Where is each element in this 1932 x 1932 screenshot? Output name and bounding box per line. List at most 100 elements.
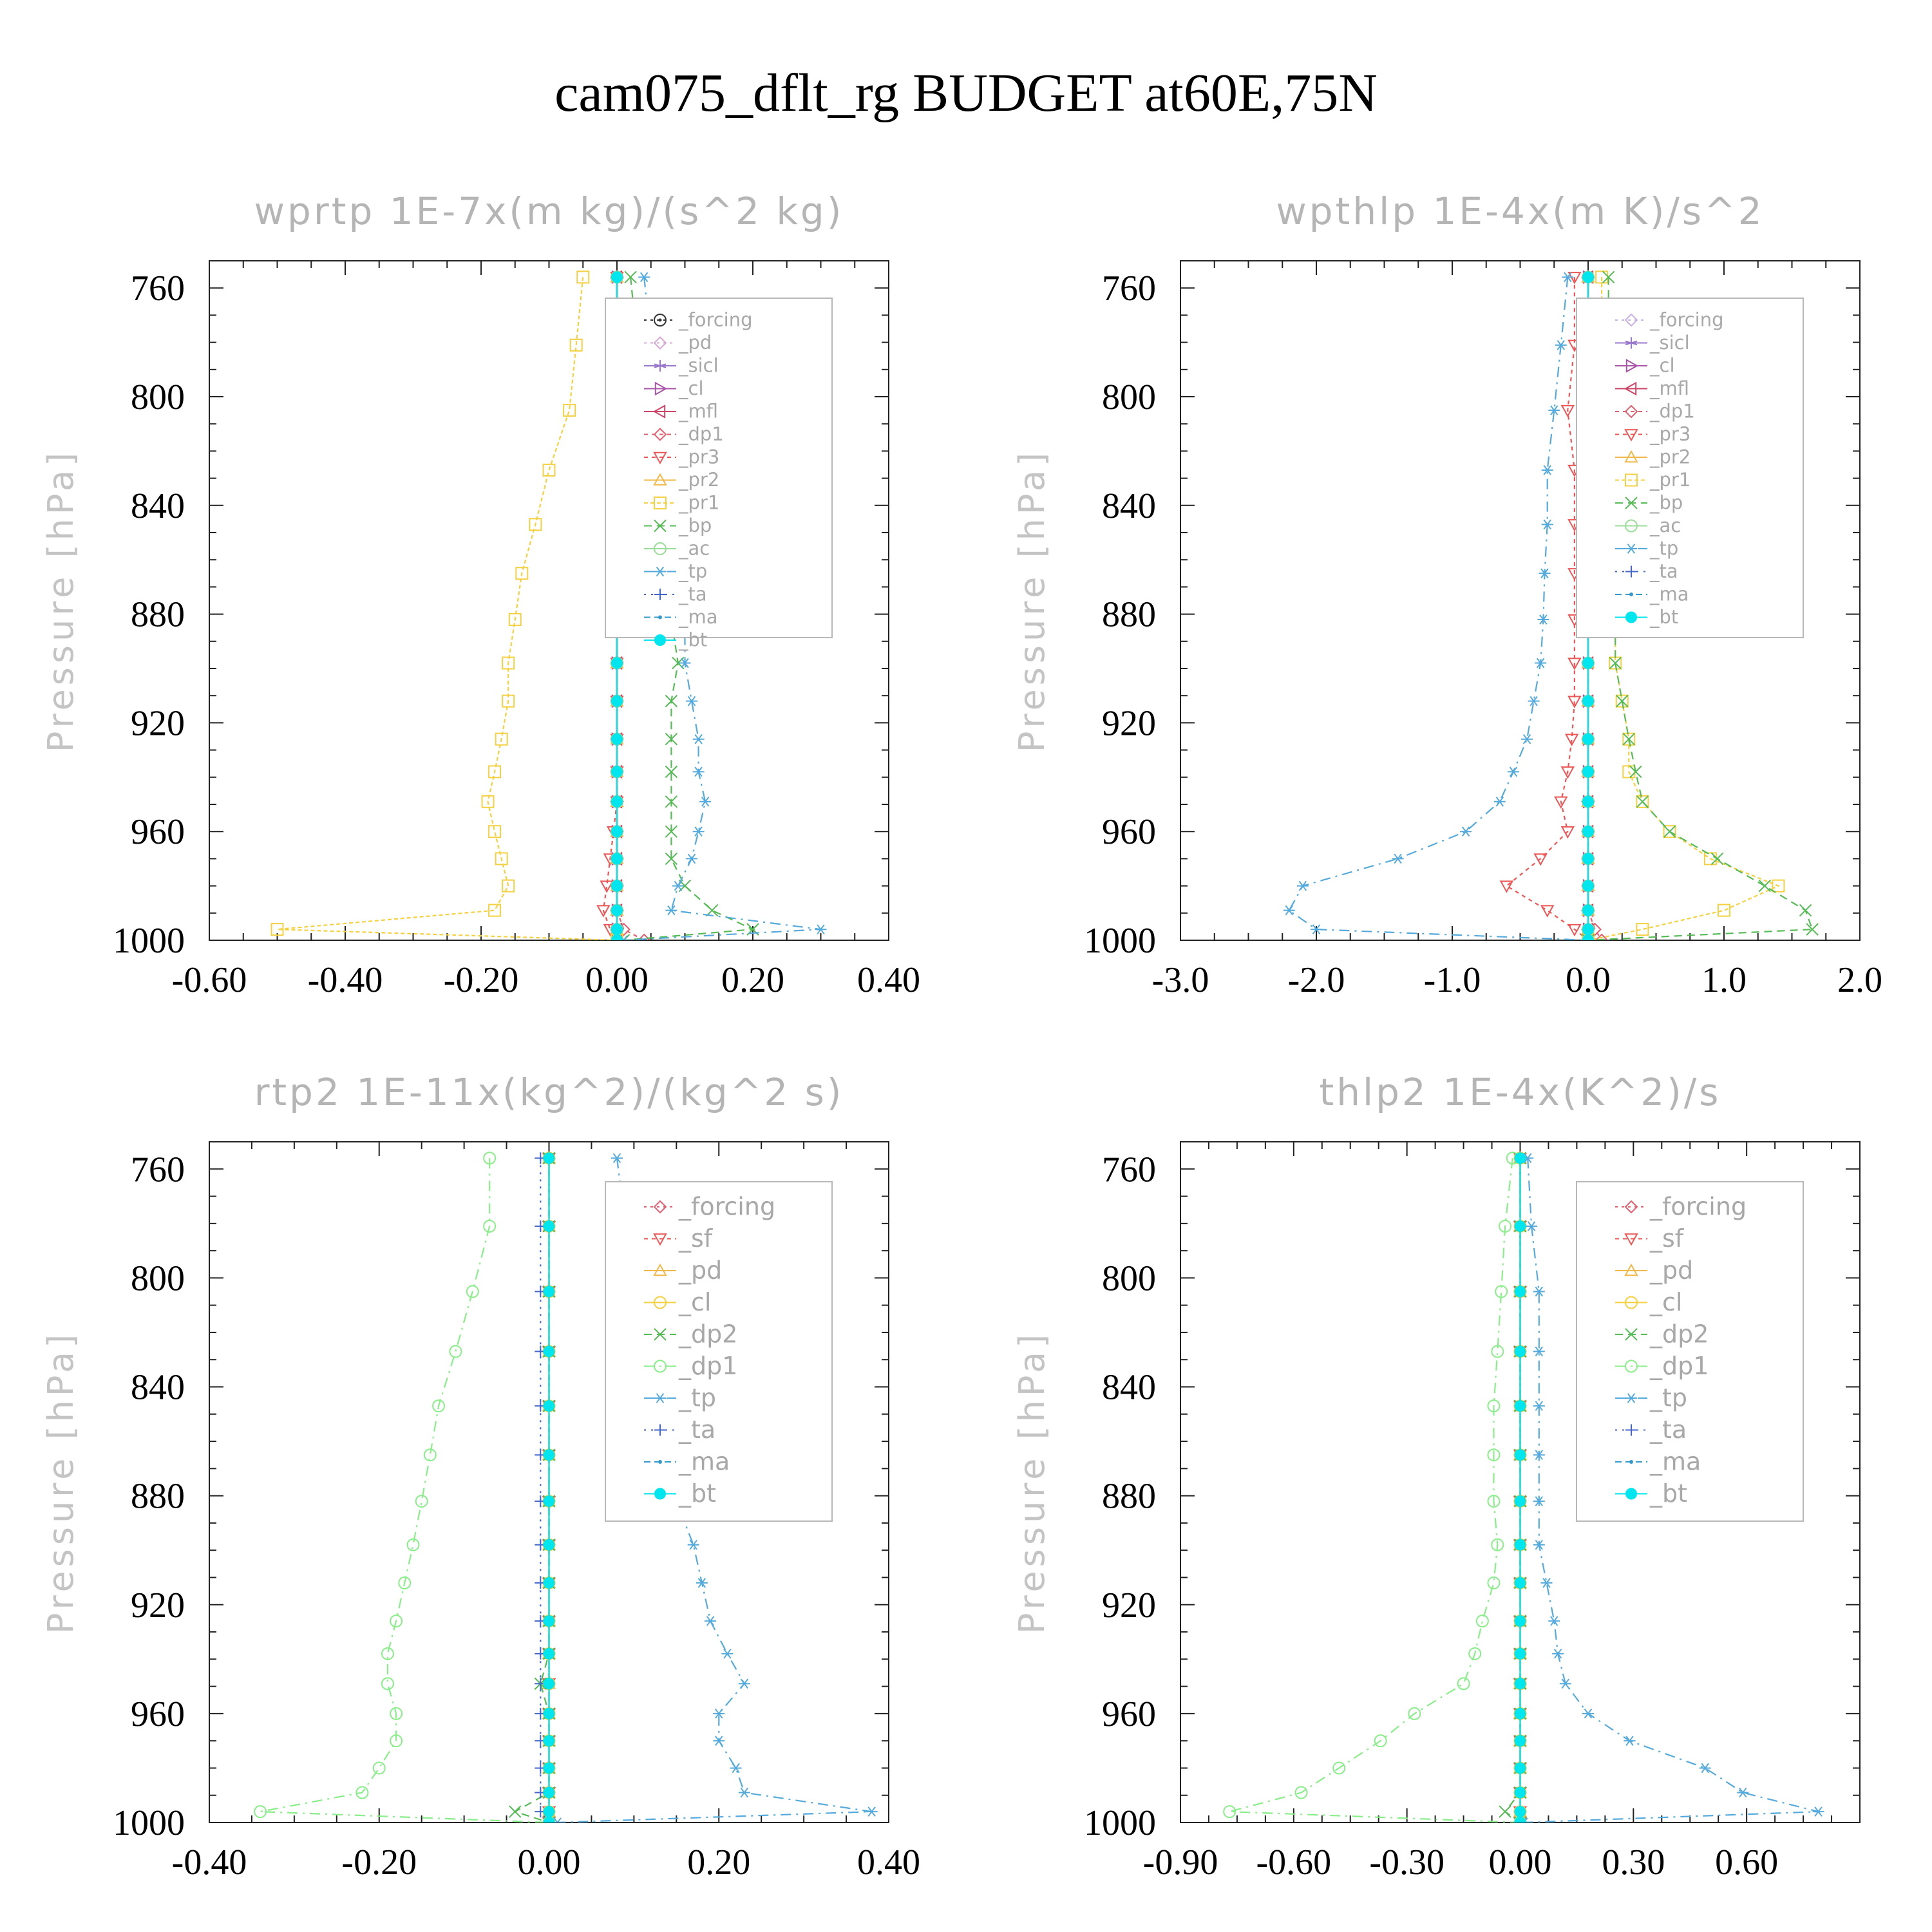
- data-point: [508, 613, 522, 627]
- data-point: [1622, 732, 1636, 746]
- data-point: [713, 1736, 725, 1746]
- data-point: [1636, 923, 1649, 936]
- data-point: [529, 518, 542, 531]
- data-point: [1499, 1220, 1512, 1233]
- data-point: [1615, 694, 1629, 708]
- series-line: [1504, 1158, 1521, 1823]
- legend-marker: [654, 1359, 667, 1373]
- legend-label: _pd: [1649, 1256, 1693, 1285]
- legend-marker: [1625, 359, 1639, 373]
- legend-item: _ta: [644, 1416, 715, 1444]
- legend-marker: [653, 1200, 667, 1214]
- legend-item: _sf: [1615, 1224, 1685, 1253]
- legend-marker: [654, 1296, 667, 1309]
- legend-item: _ta: [1615, 560, 1678, 582]
- data-point: [1582, 271, 1594, 283]
- x-tick-label: -0.40: [308, 960, 383, 1000]
- data-point: [1555, 340, 1567, 350]
- legend-item: _pr1: [644, 492, 719, 514]
- y-tick-label: 800: [131, 1258, 185, 1298]
- legend-label: _pd: [678, 1256, 722, 1285]
- x-tick-label: -0.20: [444, 960, 519, 1000]
- data-point: [1567, 696, 1582, 708]
- y-tick-label: 880: [131, 595, 185, 635]
- data-point: [543, 1735, 555, 1747]
- data-point: [543, 1345, 555, 1358]
- data-point: [1514, 1678, 1526, 1690]
- data-point: [1487, 1448, 1501, 1462]
- data-point: [1582, 1709, 1594, 1719]
- data-point: [1514, 1707, 1526, 1719]
- data-point: [1718, 904, 1730, 917]
- data-point: [551, 1817, 564, 1823]
- data-point: [502, 879, 515, 893]
- data-point: [1514, 1647, 1526, 1660]
- y-tick-label: 880: [1102, 1477, 1156, 1517]
- data-point: [730, 1763, 742, 1774]
- legend-item: _pd: [1615, 1256, 1693, 1285]
- legend-item: _forcing: [644, 1193, 775, 1221]
- legend-item: _ma: [644, 1448, 730, 1476]
- legend-label: _pr1: [1649, 469, 1690, 491]
- legend-item: _cl: [644, 1288, 711, 1316]
- data-point: [705, 904, 719, 917]
- data-point: [543, 1285, 555, 1298]
- data-point: [466, 1285, 479, 1298]
- data-point: [1541, 465, 1553, 475]
- legend-item: _mfl: [644, 401, 718, 422]
- data-point: [1499, 1805, 1511, 1818]
- legend-marker: [654, 497, 667, 509]
- legend-item: _ma: [644, 606, 718, 628]
- legend-label: _dp2: [1649, 1320, 1709, 1349]
- legend-item: _cl: [1615, 355, 1675, 377]
- legend-label: _ma: [1649, 1448, 1701, 1476]
- data-point: [696, 1578, 708, 1588]
- data-point: [1392, 853, 1404, 864]
- legend-label: _pd: [678, 332, 712, 354]
- y-tick-label: 960: [1102, 1694, 1156, 1734]
- legend-label: _ta: [1649, 560, 1678, 582]
- data-point: [1541, 519, 1553, 530]
- y-tick-label: 880: [1102, 595, 1156, 635]
- data-point: [1526, 1221, 1538, 1231]
- data-point: [1408, 1707, 1421, 1720]
- data-point: [611, 795, 623, 808]
- panel-title: thlp2 1E-4x(K^2)/s: [1319, 1070, 1721, 1114]
- data-point: [1582, 880, 1594, 892]
- legend-item: _cl: [644, 377, 704, 399]
- panel-thlp2: thlp2 1E-4x(K^2)/s Pressure [hPa] 760 800 84…: [1012, 1070, 1861, 1882]
- legend-marker: [1625, 1328, 1638, 1341]
- legend-marker: [653, 451, 667, 465]
- series-dp1: [254, 1151, 556, 1823]
- legend-label: _dp2: [678, 1320, 737, 1349]
- data-point: [432, 1399, 446, 1413]
- series-line: [260, 1158, 549, 1823]
- legend: _forcing _sf _pd _cl _dp2 _dp1 _tp _ta _ma _bt: [1576, 1181, 1804, 1522]
- y-tick-label: 960: [131, 812, 185, 852]
- legend-item: _forcing: [1615, 309, 1724, 331]
- y-tick-label: 920: [131, 1586, 185, 1625]
- data-point: [1514, 1345, 1526, 1358]
- legend-marker: [653, 1233, 667, 1246]
- data-point: [1514, 1817, 1526, 1823]
- data-point: [569, 338, 583, 352]
- data-point: [1616, 694, 1629, 708]
- data-point: [1487, 1576, 1501, 1589]
- data-point: [1554, 796, 1568, 809]
- legend-item: _sicl: [1615, 332, 1690, 354]
- legend-label: _cl: [678, 377, 704, 399]
- data-point: [815, 924, 827, 934]
- panel-wprtp: wprtp 1E-7x(m kg)/(s^2 kg) Pressure [hPa]…: [41, 189, 920, 1000]
- legend-item: _cl: [1615, 1288, 1682, 1316]
- legend-item: _forcing: [1615, 1193, 1747, 1221]
- data-point: [423, 1448, 437, 1462]
- legend-marker: [1625, 1359, 1638, 1373]
- data-point: [1514, 1449, 1526, 1461]
- legend-marker: [654, 634, 666, 646]
- legend-marker: [1624, 429, 1638, 442]
- series-bt: [1514, 1152, 1526, 1823]
- y-tick-label: 920: [1102, 1586, 1156, 1625]
- legend-marker: [1625, 565, 1637, 578]
- x-tick-label: 0.30: [1602, 1842, 1665, 1882]
- data-point: [381, 1677, 394, 1690]
